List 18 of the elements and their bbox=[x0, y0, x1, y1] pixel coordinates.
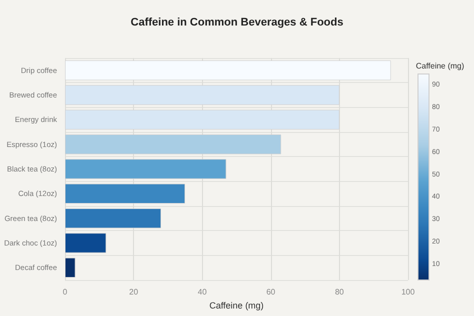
bar bbox=[65, 85, 340, 105]
bar bbox=[65, 233, 106, 253]
bar bbox=[65, 134, 282, 154]
x-tick-label: 0 bbox=[62, 288, 68, 296]
bar bbox=[65, 60, 391, 80]
bar bbox=[65, 159, 226, 179]
bar bbox=[65, 184, 186, 204]
x-tick-label: 80 bbox=[334, 288, 344, 296]
x-tick-label: 100 bbox=[401, 288, 416, 296]
bar bbox=[65, 110, 340, 130]
x-tick-label: 40 bbox=[198, 288, 208, 296]
chart-title: Caffeine in Common Beverages & Foods bbox=[130, 16, 344, 28]
x-axis-title: Caffeine (mg) bbox=[209, 300, 264, 310]
x-tick-label: 20 bbox=[129, 288, 139, 296]
bar bbox=[65, 258, 76, 278]
color-bar-title: Caffeine (mg) bbox=[416, 62, 464, 70]
x-tick-label: 60 bbox=[266, 288, 276, 296]
bar bbox=[65, 208, 162, 228]
